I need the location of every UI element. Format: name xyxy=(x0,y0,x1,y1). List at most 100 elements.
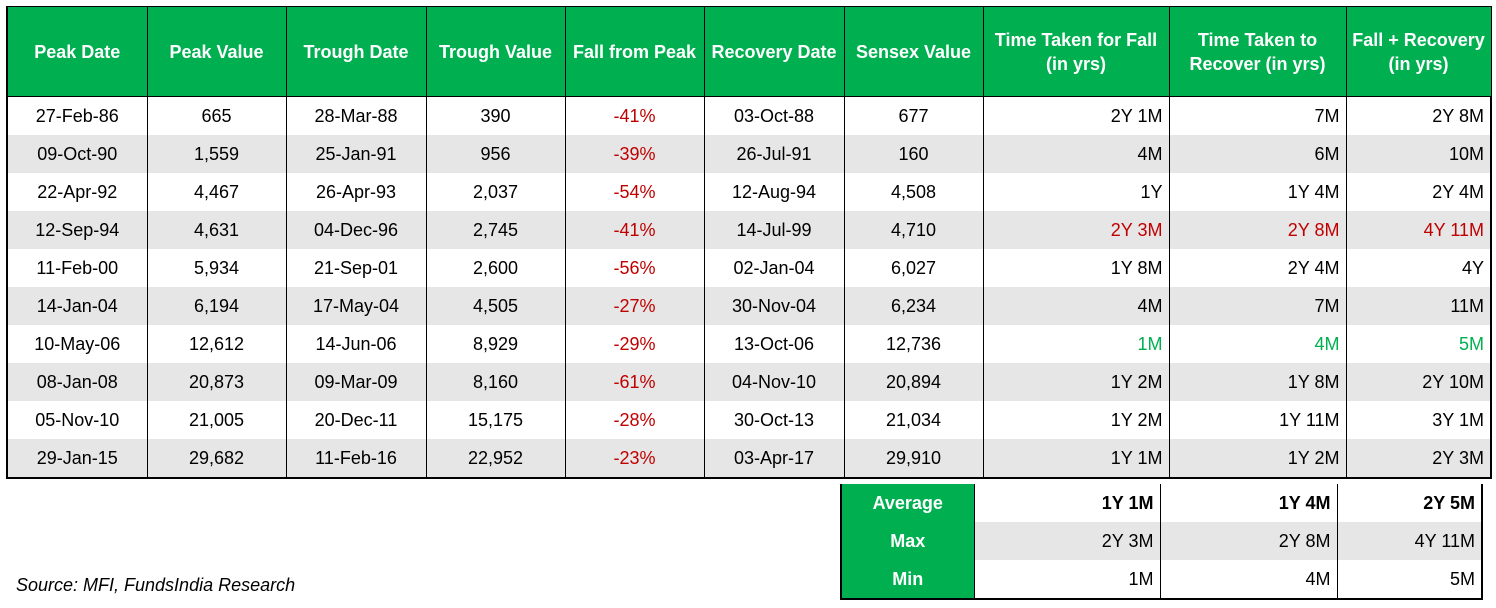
cell-fall-recovery: 2Y 3M xyxy=(1345,439,1492,479)
cell-time-recover: 4M xyxy=(1168,325,1347,363)
source-note: Source: MFI, FundsIndia Research xyxy=(16,575,296,595)
cell-peak-value: 20,873 xyxy=(146,363,287,401)
cell-peak-value: 1,559 xyxy=(146,135,287,173)
cell-trough-date: 28-Mar-88 xyxy=(285,96,427,135)
cell-fall-from-peak: -27% xyxy=(564,287,705,325)
summary-fall: 2Y 3M xyxy=(973,522,1161,560)
cell-time-recover: 1Y 4M xyxy=(1168,173,1347,211)
table-row: 14-Jan-04 6,194 17-May-04 4,505 -27% 30-Nov-0… xyxy=(6,287,1492,325)
cell-recovery-date: 03-Apr-17 xyxy=(703,439,845,479)
header-peak-value: Peak Value xyxy=(146,6,287,97)
cell-peak-value: 6,194 xyxy=(146,287,287,325)
table-body: 27-Feb-86 665 28-Mar-88 390 -41% 03-Oct-88 677… xyxy=(6,96,1492,479)
cell-fall-recovery: 2Y 4M xyxy=(1345,173,1492,211)
cell-peak-date: 05-Nov-10 xyxy=(6,401,148,439)
cell-trough-value: 4,505 xyxy=(425,287,566,325)
cell-time-recover: 1Y 11M xyxy=(1168,401,1347,439)
sensex-drawdown-table: Peak Date Peak Value Trough Date Trough … xyxy=(6,6,1492,479)
cell-fall-recovery: 3Y 1M xyxy=(1345,401,1492,439)
table-row: 29-Jan-15 29,682 11-Feb-16 22,952 -23% 03-Apr… xyxy=(6,439,1492,479)
cell-time-recover: 6M xyxy=(1168,135,1347,173)
cell-trough-value: 2,600 xyxy=(425,249,566,287)
cell-time-fall: 1M xyxy=(982,325,1170,363)
cell-trough-value: 8,929 xyxy=(425,325,566,363)
cell-fall-from-peak: -28% xyxy=(564,401,705,439)
cell-sensex-value: 160 xyxy=(843,135,984,173)
cell-fall-recovery: 2Y 10M xyxy=(1345,363,1492,401)
summary-total: 5M xyxy=(1336,560,1483,600)
cell-sensex-value: 20,894 xyxy=(843,363,984,401)
header-trough-date: Trough Date xyxy=(285,6,427,97)
summary-recover: 2Y 8M xyxy=(1159,522,1338,560)
cell-sensex-value: 6,027 xyxy=(843,249,984,287)
cell-peak-date: 08-Jan-08 xyxy=(6,363,148,401)
cell-fall-from-peak: -54% xyxy=(564,173,705,211)
cell-time-fall: 2Y 3M xyxy=(982,211,1170,249)
table-row: 22-Apr-92 4,467 26-Apr-93 2,037 -54% 12-Aug-9… xyxy=(6,173,1492,211)
summary-table: Average 1Y 1M 1Y 4M 2Y 5M Max 2Y 3M 2Y 8… xyxy=(840,484,1483,600)
cell-sensex-value: 29,910 xyxy=(843,439,984,479)
cell-trough-value: 15,175 xyxy=(425,401,566,439)
summary-row-max: Max 2Y 3M 2Y 8M 4Y 11M xyxy=(840,522,1483,560)
cell-time-recover: 2Y 8M xyxy=(1168,211,1347,249)
cell-time-fall: 1Y 2M xyxy=(982,363,1170,401)
cell-time-fall: 2Y 1M xyxy=(982,96,1170,135)
cell-trough-date: 20-Dec-11 xyxy=(285,401,427,439)
cell-trough-date: 11-Feb-16 xyxy=(285,439,427,479)
header-peak-date: Peak Date xyxy=(6,6,148,97)
header-recovery-date: Recovery Date xyxy=(703,6,845,97)
cell-sensex-value: 677 xyxy=(843,96,984,135)
cell-peak-value: 4,631 xyxy=(146,211,287,249)
summary-row-min: Min 1M 4M 5M xyxy=(840,560,1483,600)
header-fall-recovery: Fall + Recovery (in yrs) xyxy=(1345,6,1492,97)
cell-recovery-date: 02-Jan-04 xyxy=(703,249,845,287)
cell-peak-date: 14-Jan-04 xyxy=(6,287,148,325)
cell-recovery-date: 30-Nov-04 xyxy=(703,287,845,325)
cell-sensex-value: 21,034 xyxy=(843,401,984,439)
cell-time-fall: 1Y 2M xyxy=(982,401,1170,439)
cell-peak-date: 10-May-06 xyxy=(6,325,148,363)
cell-peak-value: 665 xyxy=(146,96,287,135)
cell-peak-value: 29,682 xyxy=(146,439,287,479)
cell-peak-value: 21,005 xyxy=(146,401,287,439)
cell-recovery-date: 04-Nov-10 xyxy=(703,363,845,401)
cell-time-fall: 1Y 8M xyxy=(982,249,1170,287)
cell-trough-date: 14-Jun-06 xyxy=(285,325,427,363)
table-row: 11-Feb-00 5,934 21-Sep-01 2,600 -56% 02-Jan-0… xyxy=(6,249,1492,287)
cell-time-recover: 1Y 2M xyxy=(1168,439,1347,479)
cell-trough-date: 25-Jan-91 xyxy=(285,135,427,173)
cell-fall-from-peak: -61% xyxy=(564,363,705,401)
table-row: 27-Feb-86 665 28-Mar-88 390 -41% 03-Oct-88 677… xyxy=(6,96,1492,135)
cell-recovery-date: 12-Aug-94 xyxy=(703,173,845,211)
cell-trough-date: 09-Mar-09 xyxy=(285,363,427,401)
cell-fall-from-peak: -39% xyxy=(564,135,705,173)
summary-fall: 1Y 1M xyxy=(973,484,1161,522)
cell-fall-from-peak: -23% xyxy=(564,439,705,479)
header-time-fall: Time Taken for Fall (in yrs) xyxy=(982,6,1170,97)
cell-fall-from-peak: -41% xyxy=(564,96,705,135)
summary-recover: 4M xyxy=(1159,560,1338,600)
cell-trough-value: 2,037 xyxy=(425,173,566,211)
cell-recovery-date: 26-Jul-91 xyxy=(703,135,845,173)
table-row: 05-Nov-10 21,005 20-Dec-11 15,175 -28% 30-Oct… xyxy=(6,401,1492,439)
summary-label: Average xyxy=(840,484,975,522)
cell-fall-recovery: 5M xyxy=(1345,325,1492,363)
cell-time-recover: 2Y 4M xyxy=(1168,249,1347,287)
summary-recover: 1Y 4M xyxy=(1159,484,1338,522)
cell-fall-recovery: 2Y 8M xyxy=(1345,96,1492,135)
summary-label: Max xyxy=(840,522,975,560)
cell-peak-date: 29-Jan-15 xyxy=(6,439,148,479)
cell-trough-value: 8,160 xyxy=(425,363,566,401)
cell-peak-date: 27-Feb-86 xyxy=(6,96,148,135)
cell-fall-recovery: 11M xyxy=(1345,287,1492,325)
cell-sensex-value: 6,234 xyxy=(843,287,984,325)
cell-trough-value: 22,952 xyxy=(425,439,566,479)
cell-time-fall: 4M xyxy=(982,287,1170,325)
cell-trough-value: 390 xyxy=(425,96,566,135)
summary-fall: 1M xyxy=(973,560,1161,600)
cell-trough-date: 21-Sep-01 xyxy=(285,249,427,287)
cell-fall-recovery: 10M xyxy=(1345,135,1492,173)
table-row: 10-May-06 12,612 14-Jun-06 8,929 -29% 13-Oct-… xyxy=(6,325,1492,363)
cell-sensex-value: 12,736 xyxy=(843,325,984,363)
cell-recovery-date: 30-Oct-13 xyxy=(703,401,845,439)
